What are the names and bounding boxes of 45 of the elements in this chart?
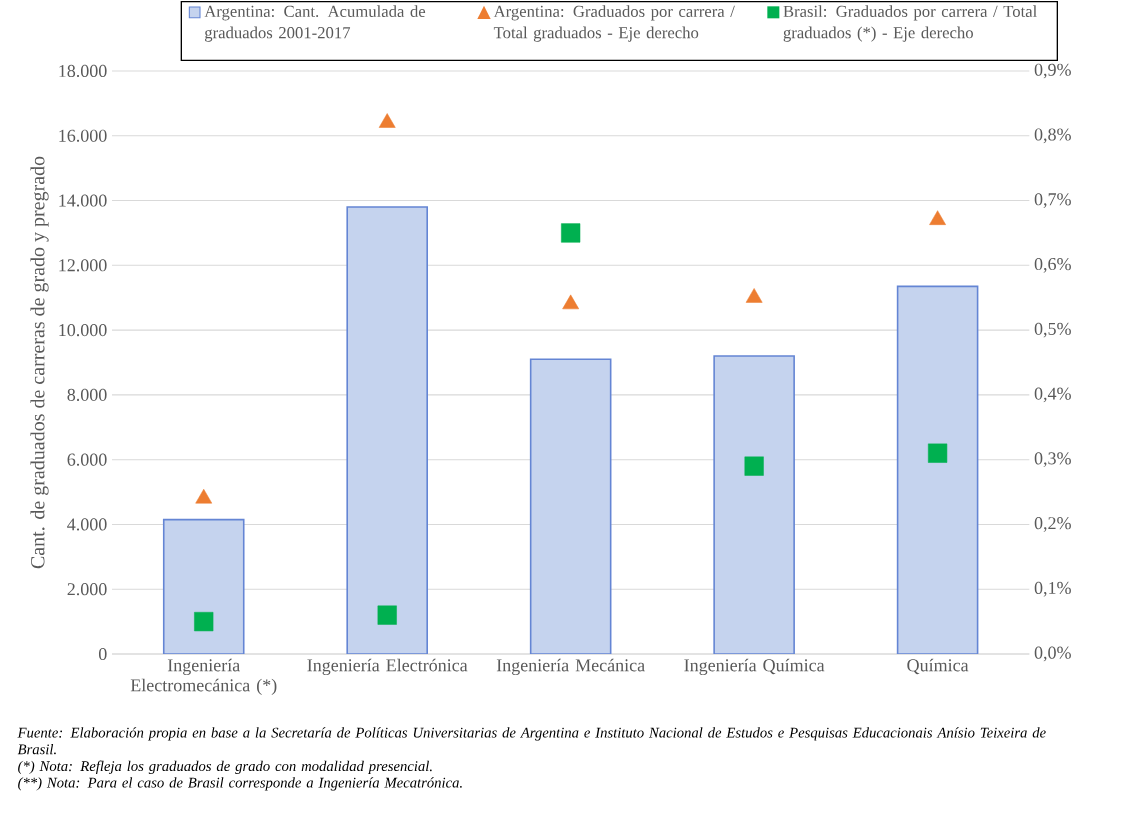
y2-tick-label: 0,9% xyxy=(1034,63,1071,79)
point xyxy=(929,210,946,225)
point xyxy=(194,612,214,632)
point xyxy=(744,456,764,476)
y-tick-label: 8.000 xyxy=(67,388,107,401)
source-note: Fuente: Elaboración propia en base a la Secretaría de Políticas Universitarias de Argentina e Instituto Nacional de Estudos e Pesquisas Educacionais Anísio Teixeira de Brasil. xyxy=(17,727,1046,755)
x-tick-label: Ingeniería Electromecánica (*) xyxy=(130,658,277,696)
y-tick-label: 6.000 xyxy=(67,453,107,466)
y2-tick-label: 0,3% xyxy=(1034,452,1071,468)
bar xyxy=(713,355,795,654)
point xyxy=(378,113,396,128)
y2-tick-label: 0,8% xyxy=(1034,128,1071,144)
y2-tick-label: 0,7% xyxy=(1034,193,1071,208)
y2-tick-label: 0,4% xyxy=(1034,387,1071,403)
legend-label: Brasil: Graduados por carrera / Total graduados (*) - Eje derecho xyxy=(783,5,1037,42)
point xyxy=(377,605,397,625)
y-tick-label: 12.000 xyxy=(59,259,107,272)
bar xyxy=(529,358,612,654)
y2-tick-label: 0,2% xyxy=(1034,517,1071,532)
y-tick-label: 18.000 xyxy=(59,64,107,78)
y2-tick-label: 0,1% xyxy=(1034,581,1071,597)
legend-label: Argentina: Graduados por carrera / Total graduados - Eje derecho xyxy=(493,5,735,42)
point xyxy=(928,443,948,463)
y-tick-label: 10.000 xyxy=(59,323,107,337)
y-tick-label: 14.000 xyxy=(59,194,107,207)
x-tick-label: Química xyxy=(907,658,969,675)
point xyxy=(562,294,580,310)
x-tick-label: Ingeniería Química xyxy=(684,658,825,676)
x-tick-label: Ingeniería Mecánica xyxy=(496,658,645,676)
bar xyxy=(162,518,245,654)
y-tick-label: 16.000 xyxy=(59,129,107,142)
text: (*) Nota: Refleja los graduados de grado con modalidad presencial. xyxy=(18,760,432,775)
legend-label: Argentina: Cant. Acumulada de graduados 2001-2017 xyxy=(204,5,426,42)
y2-tick-label: 0,0% xyxy=(1034,646,1071,662)
y-axis-title: Cant. de graduados de carreras de grado y pregrado xyxy=(30,156,49,569)
bar xyxy=(346,206,428,654)
text: (**) Nota: Para el caso de Brasil corresponde a Ingeniería Mecatrónica. xyxy=(18,777,462,791)
y-tick-label: 2.000 xyxy=(67,583,107,596)
y-tick-label: 0 xyxy=(98,647,107,661)
point xyxy=(745,288,763,303)
bar xyxy=(896,285,979,654)
x-tick-label: Ingeniería Electrónica xyxy=(307,658,468,676)
y2-tick-label: 0,5% xyxy=(1034,322,1071,338)
y-tick-label: 4.000 xyxy=(67,518,107,531)
y2-tick-label: 0,6% xyxy=(1034,257,1071,273)
